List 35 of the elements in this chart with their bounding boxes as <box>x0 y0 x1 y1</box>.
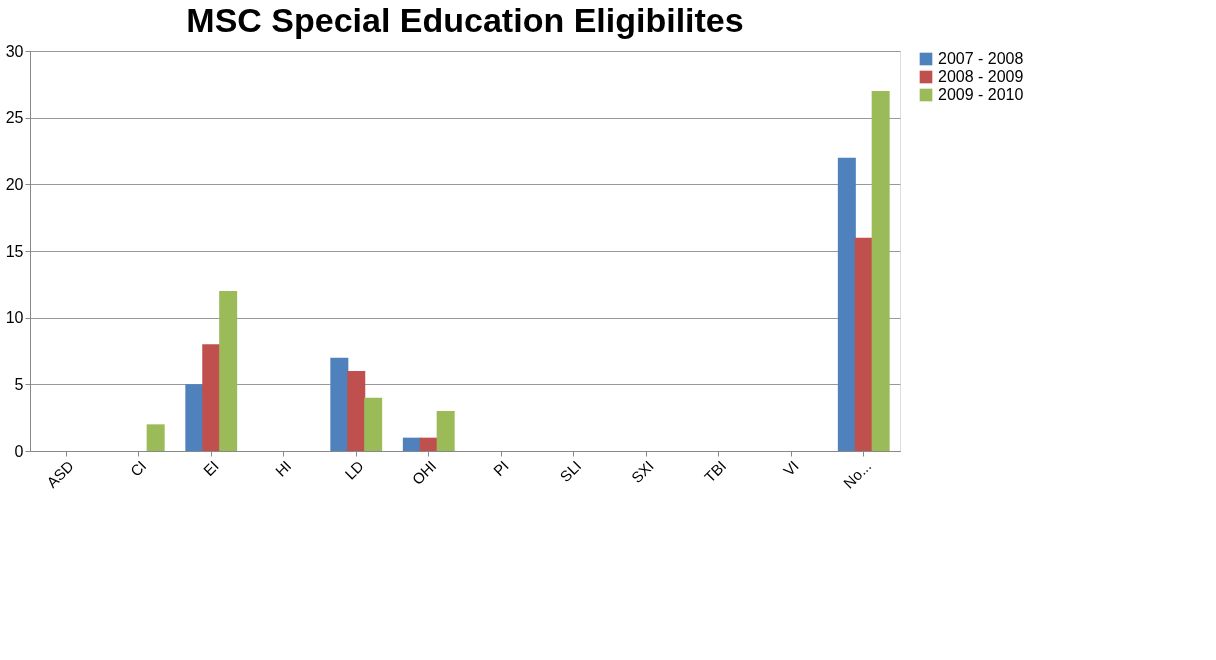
y-tick-label: 20 <box>5 175 24 193</box>
x-tick-label: HI <box>271 457 295 480</box>
x-tick-label: TBI <box>700 457 730 486</box>
chart-title: MSC Special Education Eligibilites <box>186 1 744 39</box>
bar <box>364 397 383 451</box>
bar <box>347 371 366 451</box>
bar <box>419 437 438 451</box>
bar <box>330 357 349 451</box>
bar <box>436 411 455 451</box>
y-tick-label: 5 <box>14 375 24 393</box>
x-tick-label: SLI <box>556 457 585 486</box>
y-tick-label: 0 <box>14 442 24 460</box>
x-tick-label: EI <box>199 457 222 480</box>
bar <box>837 157 856 451</box>
bar <box>146 424 165 451</box>
bar <box>185 384 204 451</box>
x-tick-label: No... <box>839 457 875 492</box>
legend-label: 2008 - 2009 <box>938 68 1024 85</box>
x-tick-label: PI <box>489 457 512 480</box>
bar <box>871 91 890 451</box>
y-tick-label: 10 <box>5 309 24 327</box>
legend-label: 2007 - 2008 <box>938 50 1024 67</box>
bar <box>219 291 238 451</box>
y-tick-label: 30 <box>5 42 24 60</box>
x-tick-label: VI <box>779 457 802 480</box>
bar <box>202 344 221 451</box>
bar <box>402 437 421 451</box>
y-tick-label: 25 <box>5 109 24 127</box>
x-tick-label: LD <box>341 456 367 483</box>
x-tick-label: CI <box>126 457 150 480</box>
y-tick-label: 15 <box>5 242 24 260</box>
bar <box>854 237 873 451</box>
x-tick-label: OHI <box>408 457 440 488</box>
legend-label: 2009 - 2010 <box>938 86 1024 103</box>
x-tick-label: SXI <box>627 457 657 487</box>
